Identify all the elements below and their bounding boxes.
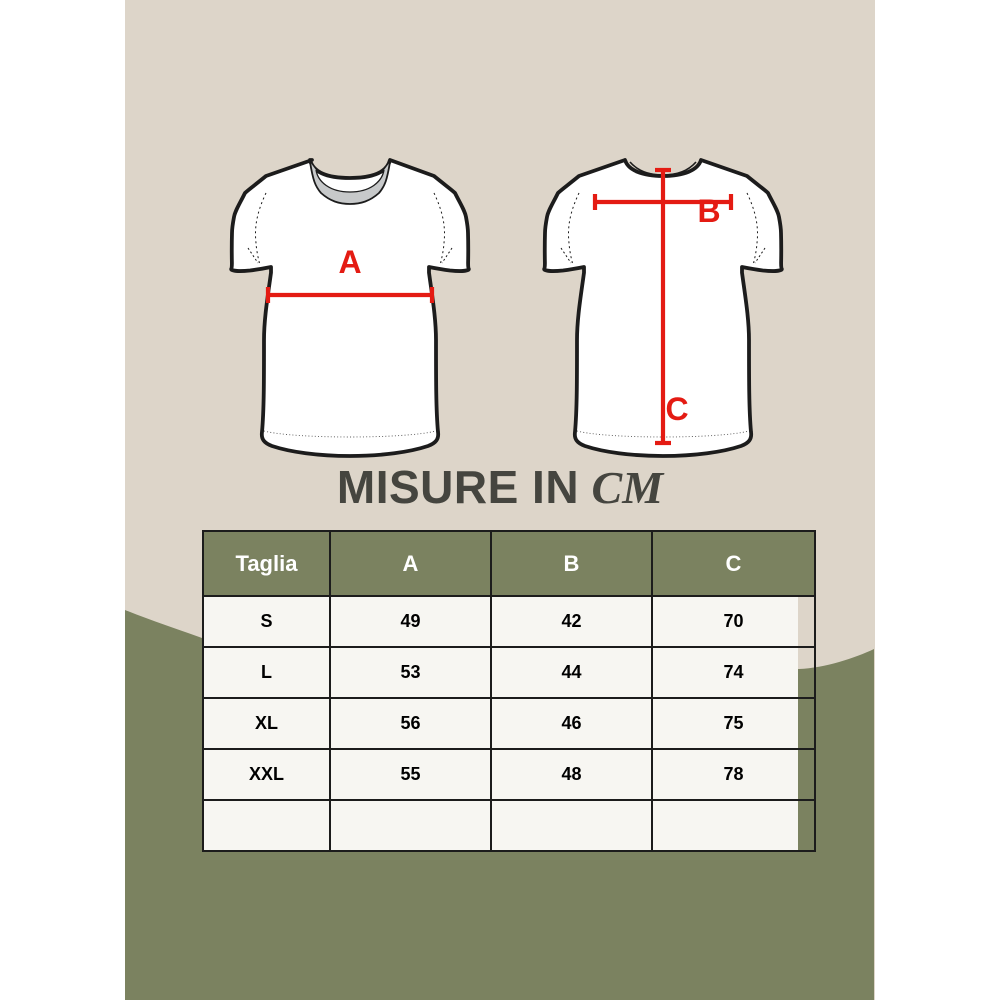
- svg-text:A: A: [338, 244, 361, 280]
- svg-text:C: C: [665, 391, 688, 427]
- svg-text:B: B: [697, 193, 720, 229]
